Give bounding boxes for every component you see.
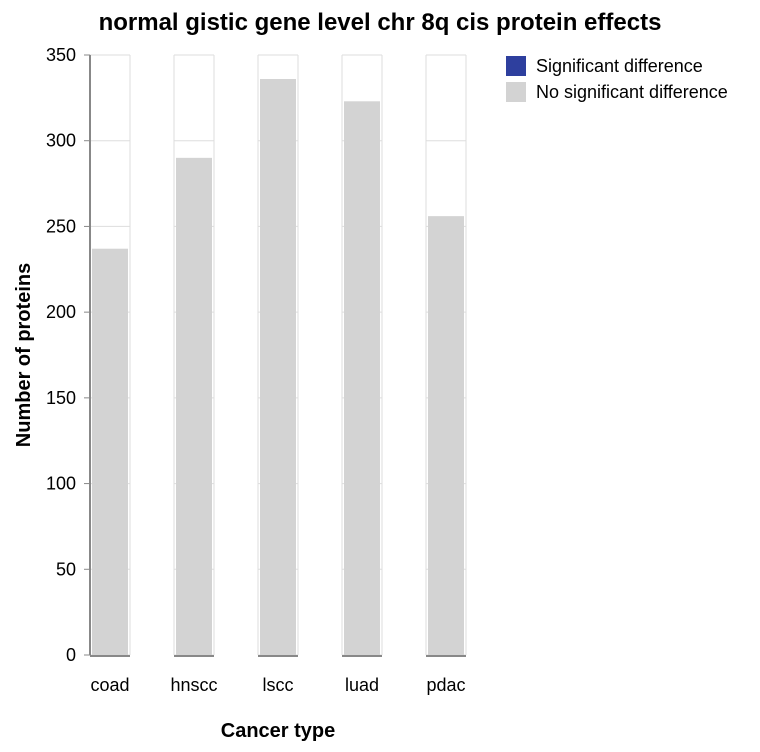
bar-pdac [428,216,464,655]
x-axis-title: Cancer type [221,720,336,742]
chart-title: normal gistic gene level chr 8q cis prot… [99,9,662,36]
y-tick-label: 250 [46,216,76,236]
y-tick-label: 100 [46,474,76,494]
legend: Significant difference No significant dif… [506,56,728,102]
x-tick-label: luad [345,675,379,695]
bar-luad [344,101,380,656]
bar-lscc [260,79,296,655]
x-tick-label: hnscc [170,675,217,695]
bar-coad [92,248,128,655]
legend-label: No significant difference [536,82,728,102]
x-tick-label: pdac [426,675,465,695]
legend-label: Significant difference [536,56,703,76]
bars [92,79,464,656]
bar-hnscc [176,157,212,655]
y-tick-label: 0 [66,645,76,665]
legend-swatch [506,82,526,102]
legend-swatch [506,56,526,76]
x-tick-label: coad [90,675,129,695]
y-tick-label: 50 [56,559,76,579]
axes: coad hnscc lscc luad pdac 0 50 100 150 200 250 300 3… [46,45,466,695]
y-axis-title: Number of proteins [13,263,35,447]
y-tick-label: 150 [46,388,76,408]
y-tick-label: 200 [46,302,76,322]
y-tick-label: 300 [46,131,76,151]
y-tick-label: 350 [46,45,76,65]
x-tick-label: lscc [263,675,294,695]
